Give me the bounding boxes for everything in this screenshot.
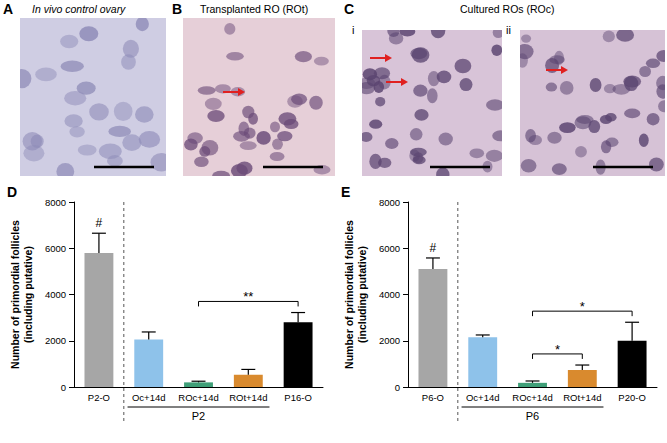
- svg-text:0: 0: [395, 382, 400, 393]
- svg-text:#: #: [430, 241, 437, 255]
- svg-text:*: *: [580, 299, 585, 314]
- svg-text:2000: 2000: [45, 335, 66, 346]
- svg-text:ROt+14d: ROt+14d: [563, 392, 601, 403]
- svg-text:ROc+14d: ROc+14d: [178, 392, 218, 403]
- svg-text:8000: 8000: [45, 197, 66, 208]
- html-text:Transplanted RO (ROt): Transplanted RO (ROt): [200, 3, 309, 15]
- svg-text:E: E: [341, 184, 350, 200]
- svg-text:ROc+14d: ROc+14d: [512, 392, 552, 403]
- html-text:i: i: [352, 24, 355, 36]
- html-text:C: C: [344, 1, 355, 17]
- svg-text:P2: P2: [192, 410, 205, 422]
- svg-text:Number of primordial follicles: Number of primordial follicles: [9, 220, 21, 369]
- svg-text:2000: 2000: [379, 335, 400, 346]
- svg-text:Oc+14d: Oc+14d: [466, 392, 500, 403]
- svg-text:#: #: [96, 216, 103, 230]
- svg-text:Number of primordial follicles: Number of primordial follicles: [343, 220, 355, 369]
- html-text:A: A: [3, 1, 14, 17]
- svg-text:P16-O: P16-O: [284, 392, 311, 403]
- svg-text:(including putative): (including putative): [356, 246, 368, 343]
- svg-text:Oc+14d: Oc+14d: [132, 392, 166, 403]
- svg-text:**: **: [243, 289, 253, 304]
- svg-text:(including putative): (including putative): [22, 246, 34, 343]
- html-text:Cultured ROs (ROc): Cultured ROs (ROc): [460, 3, 555, 15]
- html-text:ii: ii: [506, 24, 511, 36]
- svg-text:*: *: [555, 342, 560, 357]
- svg-text:0: 0: [61, 382, 66, 393]
- svg-text:P2-O: P2-O: [88, 392, 110, 403]
- svg-text:4000: 4000: [379, 289, 400, 300]
- svg-text:P20-O: P20-O: [618, 392, 645, 403]
- svg-text:6000: 6000: [379, 243, 400, 254]
- html-text:In vivo control ovary: In vivo control ovary: [32, 3, 126, 15]
- svg-text:P6-O: P6-O: [422, 392, 444, 403]
- svg-text:6000: 6000: [45, 243, 66, 254]
- svg-text:8000: 8000: [379, 197, 400, 208]
- svg-text:4000: 4000: [45, 289, 66, 300]
- svg-text:D: D: [7, 184, 17, 200]
- svg-text:ROt+14d: ROt+14d: [229, 392, 267, 403]
- html-text:B: B: [172, 1, 183, 17]
- svg-text:P6: P6: [526, 410, 539, 422]
